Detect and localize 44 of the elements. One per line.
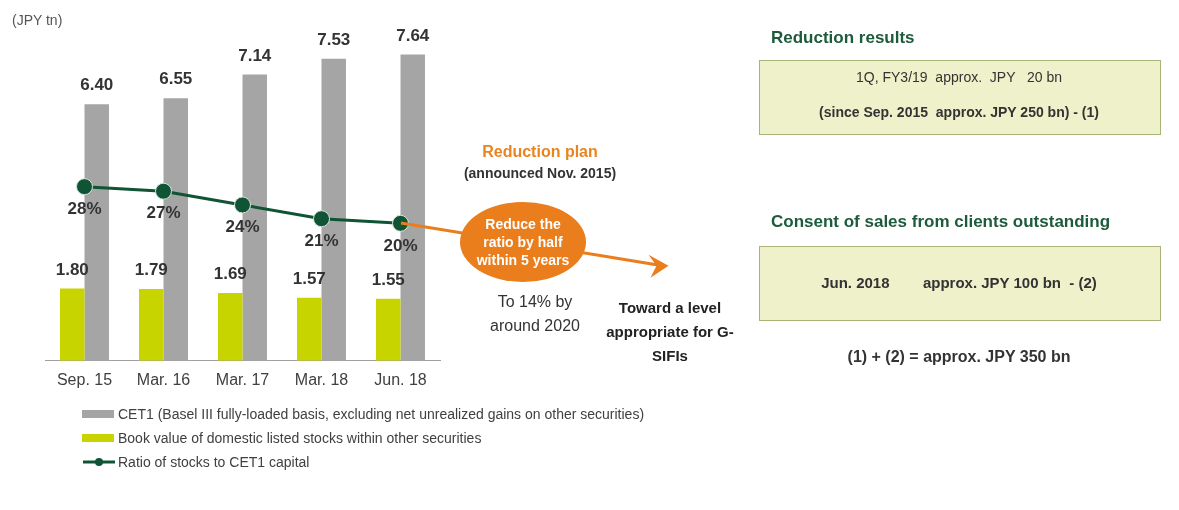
text: To 14% by around 2020 (489, 292, 581, 336)
point (234, 196, 251, 214)
data-label: 1.57 (292, 269, 326, 289)
bar (139, 289, 164, 361)
data-label: 6.55 (159, 69, 193, 89)
text: (1) + (2) = approx. JPY 350 bn (846, 348, 1072, 366)
x-tick-label: Sep. 15 (56, 370, 113, 388)
data-label: 7.53 (317, 30, 351, 50)
text: Reduction plan (481, 143, 599, 161)
data-label: 28% (67, 198, 102, 218)
text: Consent of sales from clients outstanding (771, 212, 1111, 232)
bar (218, 293, 243, 361)
point (76, 178, 93, 196)
text: Reduction results (771, 28, 915, 48)
data-label: 1.79 (134, 260, 168, 280)
text: Reduce the ratio by half within 5 years (475, 215, 571, 269)
legend-label: Book value of domestic listed stocks within other securities (118, 430, 482, 446)
bar (376, 298, 401, 361)
bar (297, 297, 322, 361)
x-tick-label: Jun. 18 (374, 370, 427, 388)
data-label: 21% (304, 230, 339, 250)
text: 1Q, FY3/19 approx. JPY 20 bn (855, 69, 1063, 85)
data-label: 1.55 (371, 269, 405, 289)
x-tick-label: Mar. 16 (136, 370, 191, 388)
legend-label: CET1 (Basel III fully-loaded basis, excluding net unrealized gains on other securities) (118, 406, 645, 422)
data-label: 1.69 (213, 264, 247, 284)
x-tick-label: Mar. 17 (215, 370, 270, 388)
bar (60, 288, 85, 361)
point (313, 210, 330, 228)
data-label: 20% (383, 235, 418, 255)
data-label: 1.80 (55, 259, 89, 279)
text: Toward a level appropriate for G-SIFIs (605, 298, 735, 366)
x-tick-label: Mar. 18 (294, 370, 349, 388)
data-label: 7.64 (396, 25, 430, 45)
text: (JPY tn) (12, 12, 63, 28)
data-label: 27% (146, 203, 181, 223)
text: (announced Nov. 2015) (462, 165, 618, 181)
data-label: 7.14 (238, 45, 272, 65)
data-label: 24% (225, 217, 260, 237)
text: (since Sep. 2015 approx. JPY 250 bn) - (1) (818, 104, 1100, 120)
text: Jun. 2018 approx. JPY 100 bn - (2) (820, 274, 1098, 291)
point (155, 182, 172, 200)
data-label: 6.40 (80, 75, 114, 95)
legend-label: Ratio of stocks to CET1 capital (118, 454, 310, 470)
